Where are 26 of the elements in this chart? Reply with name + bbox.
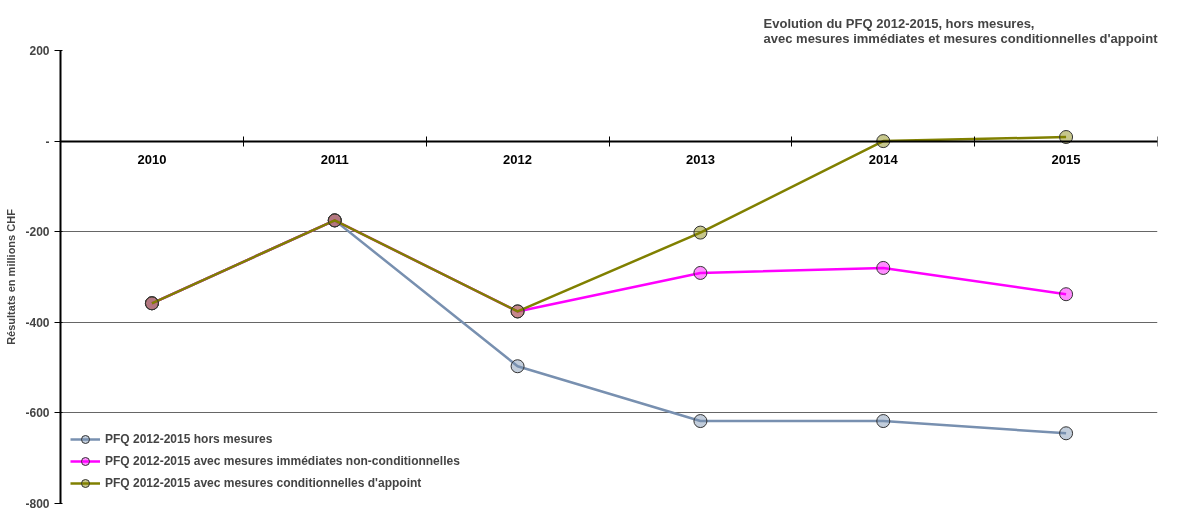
point: [1059, 426, 1074, 441]
x-tick-label: 2010: [137, 152, 167, 168]
point: [1059, 287, 1074, 302]
point: [1059, 130, 1074, 145]
point: [876, 260, 891, 275]
point: [876, 414, 891, 429]
x-tick-label: 2012: [503, 152, 533, 168]
x-tick-label: 2015: [1051, 152, 1081, 168]
y-tick-label: -400: [25, 315, 50, 330]
x-tick-label: 2014: [868, 152, 899, 168]
legend-label: PFQ 2012-2015 avec mesures conditionnelles d'appoint: [105, 476, 422, 490]
chart-title: Evolution du PFQ 2012-2015, hors mesures, avec mesures immédiates et mesures conditionnelles d'appoint: [763, 15, 1159, 46]
point: [510, 359, 525, 374]
x-tick-label: 2011: [320, 152, 349, 168]
legend-label: PFQ 2012-2015 hors mesures: [105, 432, 273, 446]
y-tick-label: -800: [25, 497, 50, 511]
y-tick-label: -600: [25, 406, 50, 421]
y-tick-label: -200: [25, 225, 50, 240]
legend-label: PFQ 2012-2015 avec mesures immédiates non-conditionnelles: [105, 454, 460, 468]
y-tick-label: 200: [29, 44, 50, 58]
point: [693, 414, 708, 429]
point: [693, 225, 708, 240]
y-axis-title: Résultats en millions CHF: [5, 208, 18, 345]
y-tick-label: -: [45, 134, 50, 149]
x-tick-label: 2013: [685, 152, 715, 168]
point: [693, 265, 708, 280]
